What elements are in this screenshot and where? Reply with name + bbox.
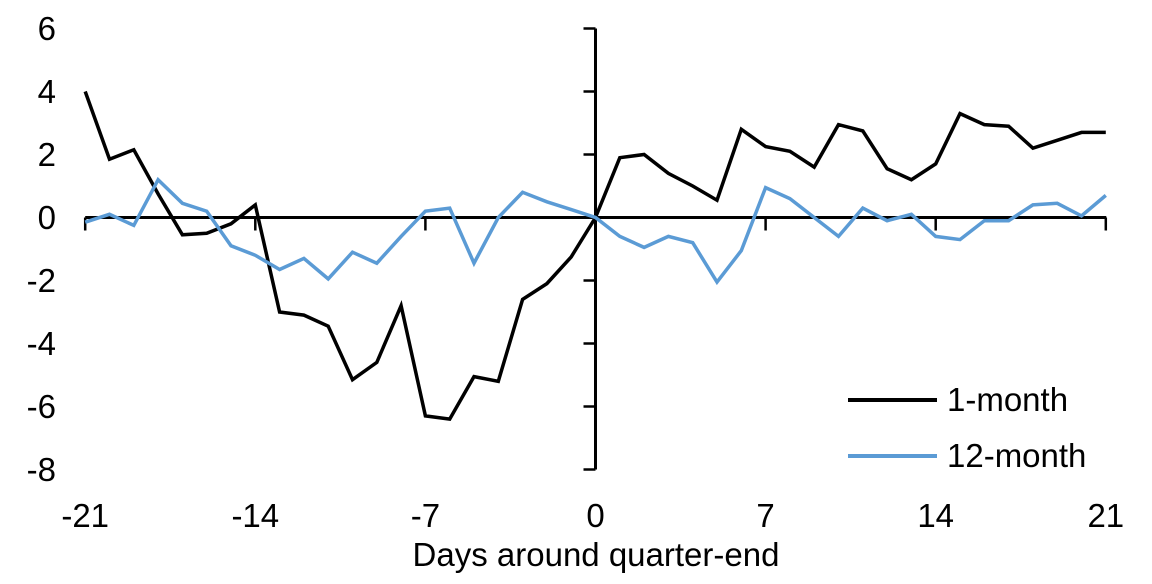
x-tick-label: -14 — [231, 497, 279, 534]
y-tick-label: -8 — [27, 451, 56, 488]
1-month-line-swatch — [848, 398, 937, 402]
x-tick-label: 0 — [586, 497, 604, 534]
legend: 1-month 12-month — [848, 381, 1086, 493]
series-line-12-month — [84, 176, 1107, 286]
legend-item-1-month: 1-month — [848, 381, 1086, 419]
12-month-line-swatch — [848, 454, 937, 458]
x-axis-title: Days around quarter-end — [412, 536, 780, 573]
y-tick-label: 2 — [38, 136, 56, 173]
x-tick-label: -7 — [411, 497, 440, 534]
x-tick-label: 21 — [1087, 497, 1124, 534]
x-tick-label: -21 — [61, 497, 109, 534]
x-tick-label: 14 — [917, 497, 954, 534]
x-tick-label: 7 — [756, 497, 774, 534]
y-tick-label: 6 — [38, 10, 56, 47]
y-tick-label: 4 — [38, 73, 56, 110]
legend-label-12-month: 12-month — [947, 437, 1087, 474]
legend-item-12-month: 12-month — [848, 437, 1086, 475]
y-tick-label: -2 — [27, 262, 56, 299]
y-tick-label: -4 — [27, 325, 56, 362]
y-tick-label: -6 — [27, 388, 56, 425]
legend-label-1-month: 1-month — [947, 381, 1069, 418]
y-tick-label: 0 — [38, 199, 56, 236]
